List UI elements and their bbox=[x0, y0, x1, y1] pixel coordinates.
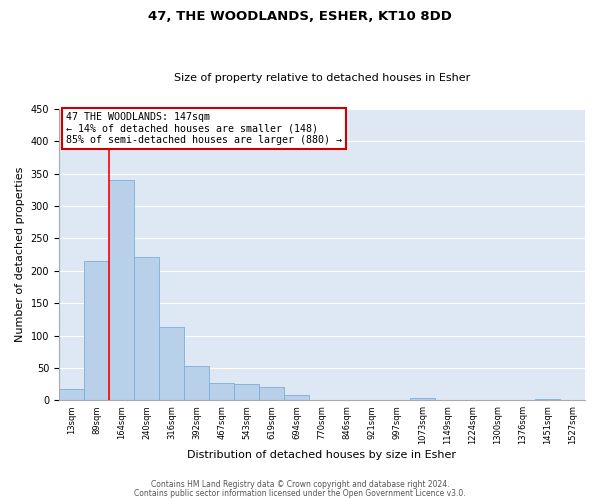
Text: 47 THE WOODLANDS: 147sqm
← 14% of detached houses are smaller (148)
85% of semi-: 47 THE WOODLANDS: 147sqm ← 14% of detach… bbox=[66, 112, 342, 145]
Text: Contains public sector information licensed under the Open Government Licence v3: Contains public sector information licen… bbox=[134, 488, 466, 498]
Bar bbox=[284, 395, 310, 400]
Bar bbox=[209, 384, 234, 400]
Title: Size of property relative to detached houses in Esher: Size of property relative to detached ho… bbox=[174, 73, 470, 83]
Bar bbox=[234, 384, 259, 400]
Bar bbox=[259, 388, 284, 400]
Bar bbox=[184, 366, 209, 400]
Bar bbox=[410, 398, 434, 400]
Y-axis label: Number of detached properties: Number of detached properties bbox=[15, 167, 25, 342]
Bar bbox=[84, 261, 109, 400]
Bar bbox=[109, 180, 134, 400]
Bar bbox=[159, 327, 184, 400]
Bar bbox=[134, 257, 159, 400]
Text: 47, THE WOODLANDS, ESHER, KT10 8DD: 47, THE WOODLANDS, ESHER, KT10 8DD bbox=[148, 10, 452, 23]
X-axis label: Distribution of detached houses by size in Esher: Distribution of detached houses by size … bbox=[187, 450, 457, 460]
Bar bbox=[59, 388, 84, 400]
Text: Contains HM Land Registry data © Crown copyright and database right 2024.: Contains HM Land Registry data © Crown c… bbox=[151, 480, 449, 489]
Bar bbox=[535, 399, 560, 400]
